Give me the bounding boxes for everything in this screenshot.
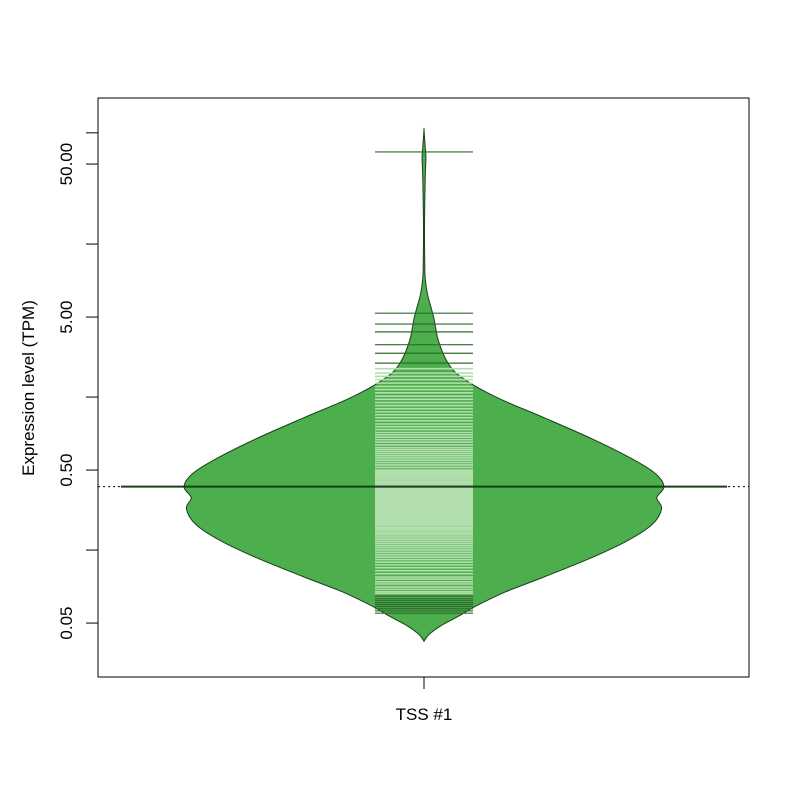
axes: 0.05 0.50 5.00 50.00 TSS #1 [57,132,453,724]
y-tick-label: 50.00 [57,143,76,186]
y-axis-label: Expression level (TPM) [19,300,38,476]
y-tick-label: 0.05 [57,607,76,640]
violin-shape [183,127,665,643]
x-tick-label: TSS #1 [396,705,453,724]
plot-area [98,127,749,643]
y-tick-label: 5.00 [57,301,76,334]
y-tick-label: 0.50 [57,454,76,487]
